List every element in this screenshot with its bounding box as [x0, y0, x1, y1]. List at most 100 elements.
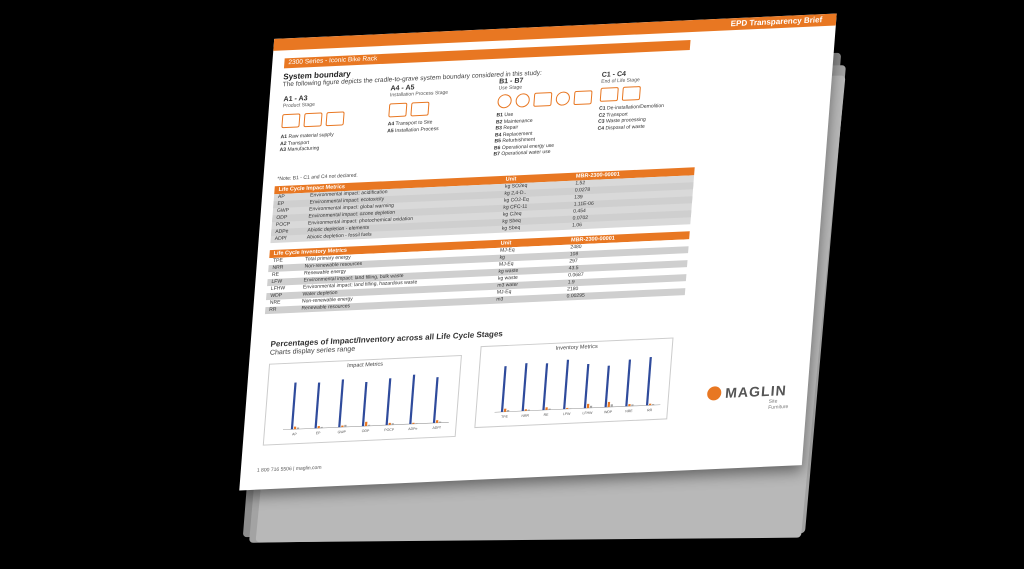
bar: [563, 359, 570, 410]
impact-chart-svg: AP EP GWP ODP POCP ADPe ADPf: [282, 374, 449, 436]
metric-value: 0.00295: [566, 292, 585, 300]
stage-end-of-life-icons: [599, 86, 641, 102]
stage-label: Use Stage: [498, 84, 523, 92]
stage-end-of-life: C1 - C4 End of Life Stage: [601, 70, 641, 85]
tools-icon: [533, 92, 553, 107]
bar: [651, 403, 655, 406]
bar: [438, 421, 442, 423]
stage-product-icons: [281, 111, 345, 129]
brief-page: EPD Transparency Brief 2300 Series - Ico…: [239, 13, 837, 491]
bar: [290, 382, 297, 430]
truck-icon: [281, 113, 301, 129]
tick-label: LFHW: [582, 411, 593, 415]
refresh-icon: [555, 91, 571, 106]
metric-unit: m3: [496, 296, 504, 303]
bar: [648, 403, 652, 406]
bar: [645, 356, 652, 406]
tick-label: ADPf: [432, 426, 441, 430]
tick-label: WDP: [604, 410, 613, 414]
stage-product-list: A1 Raw material supply A2 Transport A3 M…: [279, 132, 334, 154]
gear-icon: [515, 93, 531, 108]
bar: [607, 401, 611, 408]
bar: [583, 363, 590, 409]
declaration-note: *Note: B1 - C1 and C4 not declared.: [277, 172, 359, 183]
tick-label: ADPe: [408, 427, 418, 431]
truck-icon: [388, 102, 408, 118]
bar: [542, 363, 549, 411]
bar: [631, 404, 634, 407]
bar: [317, 426, 320, 429]
metric-unit: kg Sbeq: [501, 224, 521, 232]
list-item: A3 Manufacturing: [279, 145, 320, 154]
bar: [412, 422, 415, 424]
inventory-chart: Inventory Metrics TPE NRR RE LFW LFHW WDP NRE R…: [474, 337, 674, 429]
bar: [341, 425, 344, 428]
tick-label: ODP: [362, 429, 371, 433]
tick-label: LFW: [563, 412, 571, 416]
bar: [545, 407, 548, 410]
bar: [296, 427, 300, 430]
truck-icon: [599, 87, 619, 102]
tick-label: NRR: [521, 414, 529, 418]
stage-use-icons: [497, 90, 593, 109]
stage-use: B1 - B7 Use Stage: [498, 77, 523, 91]
bar: [435, 420, 439, 423]
inventory-chart-svg: TPE NRR RE LFW LFHW WDP NRE RR: [494, 356, 661, 419]
stage-label: Installation Process Stage: [389, 89, 449, 99]
stage-end-of-life-list: C1 De-installation/Demolition C2 Transpo…: [597, 103, 664, 132]
stage-installation-icons: [388, 101, 430, 118]
bar: [548, 408, 551, 410]
bar: [432, 377, 439, 423]
bar: [344, 424, 347, 427]
bar: [361, 381, 368, 427]
paint-icon: [573, 90, 593, 106]
list-item: B7 Operational water use: [493, 148, 551, 158]
tick-label: POCP: [384, 428, 395, 432]
tick-label: GWP: [337, 430, 346, 434]
bar: [610, 404, 613, 408]
bar: [409, 374, 416, 425]
impact-chart: Impact Metrics AP EP GWP ODP POCP ADPe ADPf: [262, 354, 462, 446]
bar: [569, 408, 572, 409]
metric-code: RR: [269, 306, 277, 313]
bar: [589, 405, 593, 408]
tick-label: RE: [543, 413, 549, 417]
contact-footer: 1 800 716 5506 | maglin.com: [256, 464, 322, 474]
metric-description: Renewable resources: [301, 303, 351, 312]
bar: [314, 382, 321, 429]
charts-heading: Percentages of Impact/Inventory across a…: [270, 329, 504, 349]
stage-use-list: B1 Use B2 Maintenance B3 Repair B4 Repla…: [493, 110, 557, 158]
tick-label: EP: [316, 431, 322, 435]
wrench-icon: [410, 101, 430, 117]
bar: [385, 378, 392, 426]
bar: [415, 423, 418, 424]
bar: [367, 424, 371, 426]
tick-label: AP: [292, 432, 298, 436]
bar: [527, 409, 530, 411]
tick-label: RR: [647, 408, 653, 412]
bar: [503, 408, 507, 412]
trash-icon: [621, 86, 641, 101]
gear-icon: [497, 93, 513, 109]
stage-installation: A4 - A5 Installation Process Stage: [389, 83, 449, 99]
box-icon: [303, 112, 323, 128]
bar: [391, 423, 394, 425]
bar: [604, 365, 610, 408]
tick-label: NRE: [625, 409, 633, 413]
factory-icon: [325, 111, 345, 127]
metric-value: 1.06: [571, 222, 583, 229]
maglin-logo: MAGLIN Site Furniture: [706, 382, 789, 411]
bar: [364, 421, 368, 427]
bar: [586, 403, 590, 409]
x-axis: [494, 404, 661, 413]
stage-label: Product Stage: [282, 101, 316, 110]
brand-tagline: Site Furniture: [767, 398, 789, 411]
maglin-logo-mark: [706, 386, 722, 401]
stage-installation-list: A4 Transport to Site A5 Installation Pro…: [387, 119, 439, 134]
stage-product: A1 - A3 Product Stage: [283, 95, 316, 109]
bar: [293, 426, 297, 430]
tick-label: TPE: [501, 415, 509, 419]
bar: [521, 363, 528, 412]
bar: [628, 404, 631, 407]
list-item: A5 Installation Process: [386, 125, 439, 134]
